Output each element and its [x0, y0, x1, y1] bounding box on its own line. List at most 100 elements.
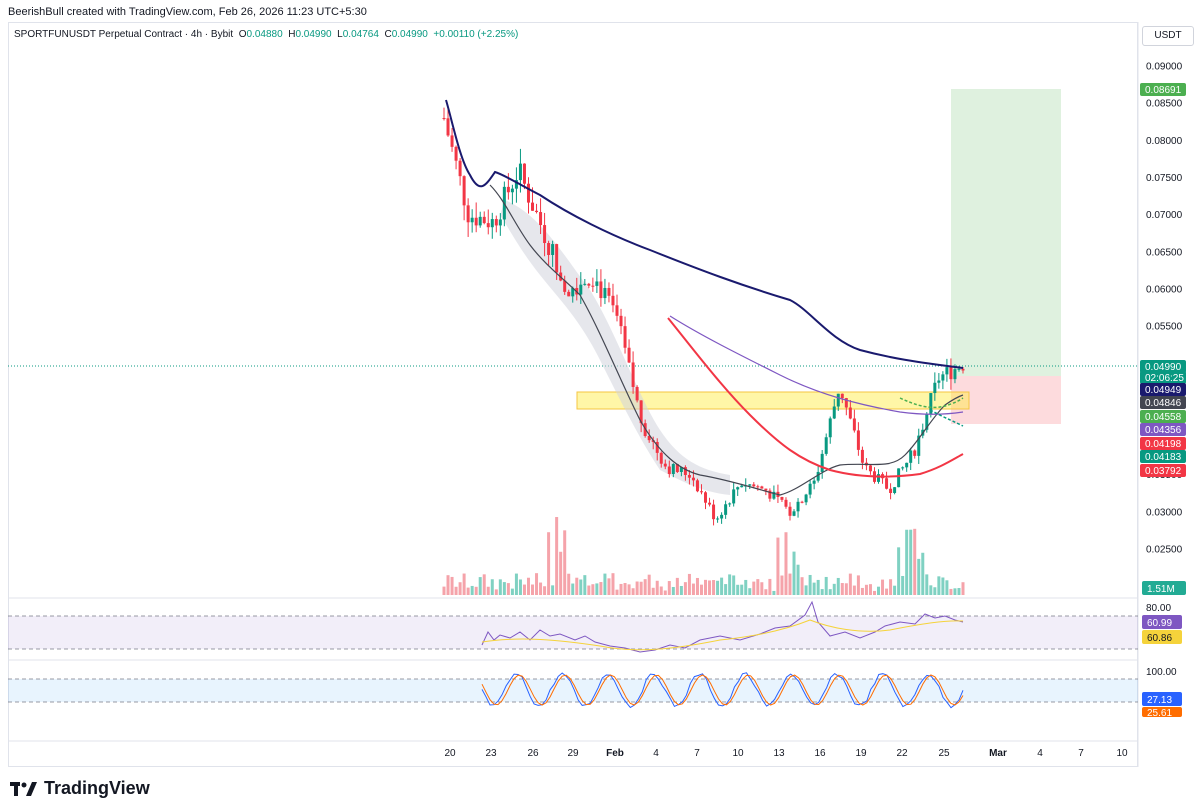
- candle-body[interactable]: [808, 483, 812, 495]
- candle-body[interactable]: [599, 281, 603, 299]
- candle-body[interactable]: [937, 380, 941, 383]
- candle-body[interactable]: [929, 393, 933, 415]
- candle-body[interactable]: [667, 466, 671, 474]
- candle-body[interactable]: [804, 494, 808, 503]
- stoch-k-line[interactable]: [481, 672, 964, 709]
- candle-body[interactable]: [518, 163, 522, 181]
- candle-body[interactable]: [961, 368, 965, 371]
- price-axis[interactable]: 0.09000 0.08500 0.08000 0.07500 0.07000 0.065…: [1146, 62, 1183, 556]
- candle-body[interactable]: [716, 518, 720, 520]
- candle-body[interactable]: [655, 441, 659, 453]
- candle-body[interactable]: [675, 464, 679, 472]
- candle-body[interactable]: [772, 491, 776, 499]
- ma-long[interactable]: [445, 99, 964, 369]
- candle-body[interactable]: [913, 450, 917, 456]
- candle-body[interactable]: [909, 450, 913, 463]
- candle-body[interactable]: [627, 347, 631, 363]
- candle-body[interactable]: [687, 474, 691, 478]
- candle-body[interactable]: [836, 393, 840, 407]
- candle-body[interactable]: [844, 398, 848, 408]
- candle-body[interactable]: [567, 291, 571, 297]
- ma-short[interactable]: [489, 184, 964, 496]
- candle-body[interactable]: [704, 492, 708, 503]
- candle-body[interactable]: [760, 486, 764, 489]
- candle-body[interactable]: [800, 501, 804, 503]
- candle-body[interactable]: [514, 180, 518, 189]
- candle-body[interactable]: [522, 163, 526, 184]
- candle-body[interactable]: [555, 244, 559, 273]
- candle-body[interactable]: [941, 374, 945, 381]
- candle-body[interactable]: [957, 368, 961, 370]
- candle-body[interactable]: [583, 283, 587, 285]
- candle-body[interactable]: [748, 484, 752, 486]
- candle-body[interactable]: [752, 484, 756, 487]
- candle-body[interactable]: [639, 400, 643, 424]
- candle-body[interactable]: [671, 464, 675, 474]
- candle-body[interactable]: [868, 465, 872, 472]
- candle-body[interactable]: [603, 287, 607, 299]
- candle-body[interactable]: [877, 474, 881, 482]
- candle-body[interactable]: [510, 188, 514, 193]
- candle-body[interactable]: [446, 118, 450, 136]
- candle-body[interactable]: [852, 418, 856, 431]
- candle-body[interactable]: [788, 506, 792, 516]
- candle-body[interactable]: [848, 407, 852, 419]
- time-axis[interactable]: 20 23 26 29 Feb 4 7 10 13 16 19 22 25 Mar 4 7 10: [444, 748, 1128, 759]
- candle-body[interactable]: [498, 219, 502, 226]
- candle-body[interactable]: [647, 436, 651, 441]
- candle-body[interactable]: [539, 212, 543, 226]
- candle-body[interactable]: [462, 176, 466, 206]
- candle-body[interactable]: [901, 467, 905, 469]
- candle-body[interactable]: [607, 287, 611, 296]
- candle-body[interactable]: [768, 490, 772, 499]
- symbol-legend[interactable]: SPORTFUNUSDT Perpetual Contract · 4h · B…: [14, 29, 518, 40]
- candle-body[interactable]: [949, 367, 953, 380]
- candle-body[interactable]: [889, 488, 893, 493]
- candle-body[interactable]: [535, 210, 539, 213]
- currency-selector[interactable]: USDT: [1142, 26, 1194, 46]
- candle-body[interactable]: [736, 487, 740, 490]
- candle-body[interactable]: [543, 225, 547, 244]
- candle-body[interactable]: [764, 488, 768, 491]
- take-profit-zone[interactable]: [951, 89, 1061, 376]
- candle-body[interactable]: [494, 219, 498, 226]
- candle-body[interactable]: [659, 452, 663, 464]
- candle-body[interactable]: [740, 485, 744, 488]
- candle-body[interactable]: [824, 437, 828, 454]
- candle-body[interactable]: [506, 186, 510, 193]
- candle-body[interactable]: [466, 205, 470, 223]
- candle-body[interactable]: [732, 489, 736, 504]
- support-zone[interactable]: [576, 391, 970, 410]
- candle-body[interactable]: [571, 287, 575, 297]
- rsi-line[interactable]: [481, 600, 964, 653]
- candle-body[interactable]: [792, 511, 796, 516]
- candle-body[interactable]: [756, 486, 760, 488]
- candle-body[interactable]: [820, 453, 824, 472]
- candle-body[interactable]: [551, 244, 555, 255]
- candle-body[interactable]: [933, 382, 937, 394]
- candle-body[interactable]: [816, 471, 820, 481]
- candle-body[interactable]: [579, 284, 583, 295]
- rsi-ma-line[interactable]: [481, 619, 964, 651]
- candle-body[interactable]: [780, 496, 784, 500]
- candle-body[interactable]: [828, 418, 832, 438]
- stoch-d-line[interactable]: [481, 674, 964, 706]
- candle-body[interactable]: [917, 435, 921, 456]
- candle-body[interactable]: [526, 183, 530, 203]
- candle-body[interactable]: [490, 219, 494, 228]
- candle-body[interactable]: [482, 216, 486, 224]
- candle-body[interactable]: [897, 468, 901, 488]
- candle-body[interactable]: [631, 362, 635, 387]
- candle-body[interactable]: [619, 315, 623, 327]
- candle-body[interactable]: [547, 243, 551, 255]
- candle-body[interactable]: [953, 369, 957, 380]
- candle-body[interactable]: [450, 135, 454, 147]
- candle-body[interactable]: [595, 281, 599, 286]
- candle-body[interactable]: [796, 501, 800, 512]
- candle-body[interactable]: [712, 504, 716, 520]
- candle-body[interactable]: [679, 467, 683, 472]
- candle-body[interactable]: [905, 462, 909, 468]
- candle-body[interactable]: [856, 430, 860, 450]
- candle-body[interactable]: [720, 514, 724, 519]
